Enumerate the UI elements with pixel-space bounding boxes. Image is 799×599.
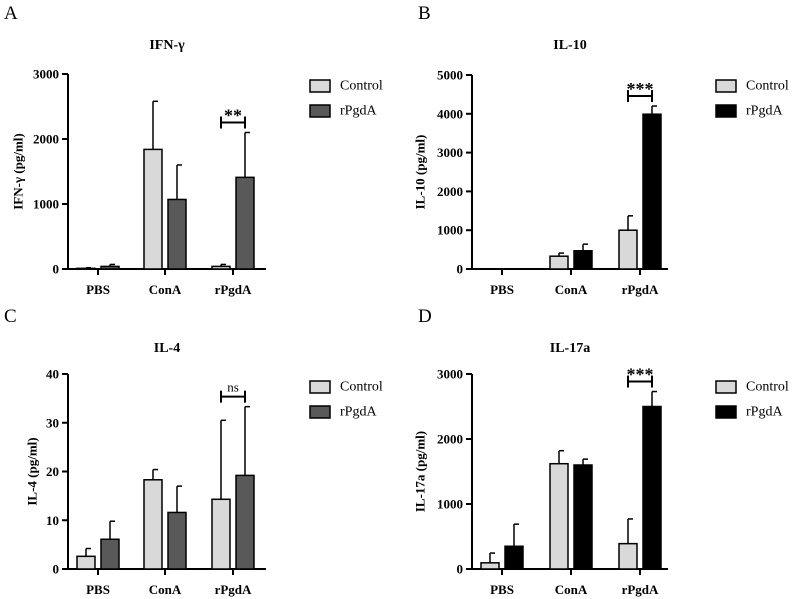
bar bbox=[480, 562, 500, 570]
chart-title: IFN-γ bbox=[149, 38, 185, 53]
x-tick-label: ConA bbox=[149, 582, 182, 597]
significance-label: *** bbox=[627, 365, 654, 385]
x-tick-label: PBS bbox=[86, 282, 110, 297]
y-tick-label: 4000 bbox=[437, 106, 463, 121]
significance-label: *** bbox=[627, 79, 654, 99]
bar bbox=[143, 148, 163, 270]
bar bbox=[100, 265, 120, 270]
chart-title: IL-4 bbox=[154, 341, 180, 356]
bar bbox=[167, 198, 187, 270]
bar bbox=[573, 250, 593, 270]
bar bbox=[76, 555, 96, 570]
bar bbox=[167, 511, 187, 570]
panel-letter: C bbox=[4, 306, 17, 327]
legend-label: rPgdA bbox=[340, 405, 377, 420]
x-tick-label: rPgdA bbox=[215, 282, 252, 297]
y-tick-label: 1000 bbox=[437, 223, 463, 238]
chart-title: IL-10 bbox=[553, 38, 586, 53]
x-tick-label: PBS bbox=[86, 582, 110, 597]
chart-panel-a: A IFN-γ IFN-γ (pg/ml) 0 1000 2000 3000 PBS ConA r… bbox=[4, 3, 383, 297]
legend-label: rPgdA bbox=[746, 405, 783, 420]
y-tick-label: 30 bbox=[46, 415, 59, 430]
x-tick-label: ConA bbox=[555, 282, 588, 297]
bar bbox=[549, 462, 569, 570]
x-tick-label: ConA bbox=[555, 582, 588, 597]
x-tick-label: rPgdA bbox=[215, 582, 252, 597]
bar bbox=[618, 542, 638, 570]
legend-swatch bbox=[309, 104, 331, 118]
legend-label: Control bbox=[340, 79, 383, 94]
y-axis-label: IL-10 (pg/ml) bbox=[413, 135, 428, 210]
bar bbox=[642, 405, 662, 570]
bar bbox=[211, 498, 231, 570]
significance-label: ns bbox=[227, 380, 239, 395]
panel-letter: A bbox=[4, 3, 18, 24]
x-tick-label: rPgdA bbox=[622, 282, 659, 297]
y-tick-label: 2000 bbox=[437, 184, 463, 199]
y-tick-label: 0 bbox=[53, 562, 60, 577]
legend-swatch bbox=[715, 405, 737, 419]
y-tick-label: 3000 bbox=[33, 67, 59, 82]
legend-swatch bbox=[715, 79, 737, 93]
legend-swatch bbox=[309, 79, 331, 93]
y-tick-label: 40 bbox=[46, 367, 59, 382]
x-tick-label: PBS bbox=[490, 282, 514, 297]
y-tick-label: 3000 bbox=[437, 367, 463, 382]
panel-letter: D bbox=[418, 306, 432, 327]
y-tick-label: 0 bbox=[457, 562, 464, 577]
bar bbox=[642, 113, 662, 270]
y-tick-label: 5000 bbox=[437, 68, 463, 83]
legend-label: Control bbox=[340, 380, 383, 395]
chart-panel-b: B IL-10 IL-10 (pg/ml) 0 1000 2000 3000 4000 5000… bbox=[413, 3, 789, 297]
y-tick-label: 0 bbox=[457, 262, 464, 277]
y-tick-label: 1000 bbox=[437, 497, 463, 512]
legend-label: rPgdA bbox=[746, 104, 783, 119]
legend-swatch bbox=[309, 380, 331, 394]
y-tick-label: 0 bbox=[53, 262, 60, 277]
chart-panel-c: C IL-4 IL-4 (pg/ml) 0 10 20 30 40 PBS ConA rPgdA ns… bbox=[4, 306, 383, 597]
y-axis-label: IL-4 (pg/ml) bbox=[25, 437, 40, 505]
bar bbox=[573, 464, 593, 570]
legend-label: Control bbox=[746, 79, 789, 94]
x-tick-label: ConA bbox=[149, 282, 182, 297]
y-tick-label: 2000 bbox=[33, 132, 59, 147]
legend-label: rPgdA bbox=[340, 104, 377, 119]
y-tick-label: 10 bbox=[46, 513, 59, 528]
legend-label: Control bbox=[746, 380, 789, 395]
y-tick-label: 20 bbox=[46, 464, 59, 479]
y-tick-label: 2000 bbox=[437, 432, 463, 447]
bar bbox=[549, 255, 569, 270]
legend-swatch bbox=[309, 405, 331, 419]
legend-swatch bbox=[715, 104, 737, 118]
bar bbox=[211, 265, 231, 270]
y-tick-label: 1000 bbox=[33, 197, 59, 212]
chart-title: IL-17a bbox=[550, 341, 590, 356]
bar bbox=[504, 545, 524, 570]
bar bbox=[143, 479, 163, 570]
panel-letter: B bbox=[418, 3, 431, 24]
y-axis-label: IFN-γ (pg/ml) bbox=[11, 133, 26, 210]
x-tick-label: PBS bbox=[490, 582, 514, 597]
legend-swatch bbox=[715, 380, 737, 394]
y-axis-label: IL-17a (pg/ml) bbox=[413, 431, 428, 512]
significance-label: ** bbox=[224, 106, 242, 126]
y-tick-label: 3000 bbox=[437, 145, 463, 160]
bar bbox=[235, 176, 255, 270]
bar bbox=[235, 474, 255, 570]
x-tick-label: rPgdA bbox=[622, 582, 659, 597]
bar bbox=[100, 538, 120, 570]
bar bbox=[618, 229, 638, 270]
chart-panel-d: D IL-17a IL-17a (pg/ml) 0 1000 2000 3000 PBS Con… bbox=[413, 306, 789, 597]
